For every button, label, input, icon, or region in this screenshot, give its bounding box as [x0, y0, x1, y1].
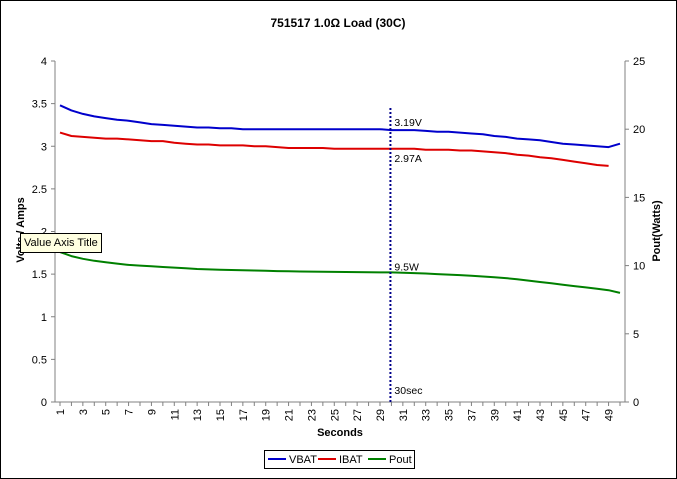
chart-title[interactable]: 751517 1.0Ω Load (30C)	[270, 16, 405, 30]
left-tick-label: 2	[41, 227, 47, 239]
x-tick-label: 41	[512, 409, 524, 421]
marker-label[interactable]: 30sec	[394, 385, 422, 397]
left-tick-label: 3	[41, 141, 47, 153]
annotation-pout[interactable]: 9.5W	[394, 261, 419, 273]
x-tick-label: 11	[169, 409, 181, 420]
x-tick-label: 21	[284, 409, 296, 421]
x-tick-label: 49	[604, 409, 616, 421]
x-tick-label: 17	[238, 409, 250, 421]
right-tick-label: 0	[633, 397, 639, 409]
x-axis-title[interactable]: Seconds	[317, 427, 363, 439]
series-line-ibat[interactable]	[59, 131, 609, 167]
left-axis-ticks: 0 0.5 1 1.5 2 2.5 3 3.5 4	[32, 56, 55, 409]
series-line-pout[interactable]	[59, 251, 621, 294]
annotation-ibat[interactable]: 2.97A	[394, 153, 421, 165]
left-tick-label: 0	[41, 397, 47, 409]
x-tick-label: 31	[398, 409, 410, 421]
right-axis-ticks: 0 5 10 15 20 25	[625, 56, 645, 409]
x-tick-label: 9	[146, 409, 158, 415]
legend-label-vbat: VBAT	[289, 454, 317, 466]
left-tick-label: 0.5	[32, 354, 47, 366]
x-axis-ticks: 1 3 5 7 9 11 13 15 17 19 21 23 25 27 29 31 33 35 37 39 41 43 4…	[55, 402, 621, 421]
x-tick-label: 43	[535, 409, 547, 421]
x-tick-label: 15	[215, 409, 227, 421]
x-tick-label: 33	[421, 409, 433, 421]
x-tick-label: 25	[329, 409, 341, 421]
x-tick-label: 13	[192, 409, 204, 421]
left-tick-label: 3.5	[32, 99, 47, 111]
legend-box	[264, 450, 415, 469]
x-tick-label: 23	[306, 409, 318, 421]
value-axis-title-tooltip: Value Axis Title	[20, 233, 102, 253]
legend-label-ibat: IBAT	[339, 454, 363, 466]
x-tick-label: 3	[78, 409, 90, 415]
left-tick-label: 2.5	[32, 184, 47, 196]
legend-label-pout: Pout	[389, 454, 412, 466]
left-tick-label: 4	[41, 56, 47, 68]
x-tick-label: 7	[124, 409, 136, 415]
x-tick-label: 45	[558, 409, 570, 421]
right-tick-label: 5	[633, 329, 639, 341]
left-tick-label: 1.5	[32, 269, 47, 281]
x-tick-label: 19	[261, 409, 273, 421]
x-tick-label: 29	[375, 409, 387, 421]
annotation-vbat[interactable]: 3.19V	[394, 117, 421, 129]
series-line-vbat[interactable]	[59, 104, 621, 149]
annotation-layer: 3.19V 2.97A 9.5W 30sec	[394, 117, 422, 397]
x-tick-label: 1	[55, 409, 67, 415]
x-tick-label: 47	[581, 409, 593, 421]
left-tick-label: 1	[41, 312, 47, 324]
series-layer	[59, 104, 621, 294]
right-tick-label: 20	[633, 124, 645, 136]
x-tick-label: 39	[489, 409, 501, 421]
x-tick-label: 5	[101, 409, 113, 415]
right-tick-label: 25	[633, 56, 645, 68]
legend[interactable]: VBAT IBAT Pout	[264, 450, 415, 469]
right-tick-label: 10	[633, 261, 645, 273]
y2-axis-title[interactable]: Pout(Watts)	[651, 200, 663, 262]
x-tick-label: 27	[352, 409, 364, 421]
x-tick-label: 35	[444, 409, 456, 421]
right-tick-label: 15	[633, 192, 645, 204]
x-tick-label: 37	[466, 409, 478, 421]
